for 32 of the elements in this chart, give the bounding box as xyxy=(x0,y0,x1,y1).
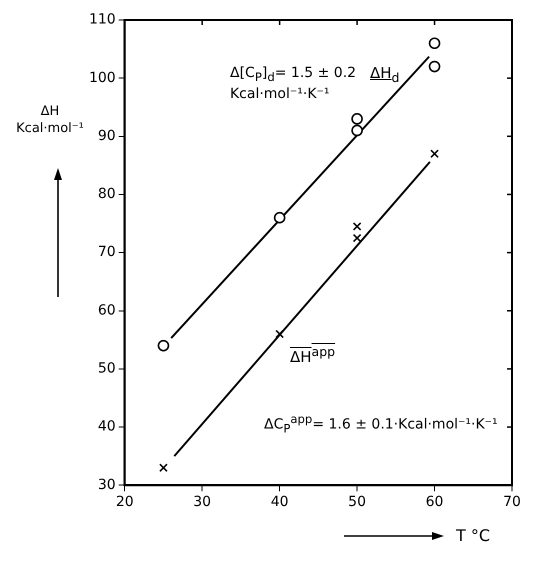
y-tick-label: 30 xyxy=(98,476,116,493)
y-tick-label: 90 xyxy=(98,128,116,144)
x-axis-title: T °C xyxy=(456,526,490,547)
point xyxy=(351,113,363,125)
point xyxy=(428,60,440,72)
text: ΔH$_{d}$ xyxy=(370,64,400,86)
point xyxy=(430,149,439,158)
point xyxy=(352,234,362,242)
point xyxy=(351,124,363,136)
x-tick-label: 70 xyxy=(503,494,521,510)
y-axis-title: ΔH Kcal·mol⁻¹ xyxy=(15,104,85,138)
x-tick-label: 30 xyxy=(193,494,212,510)
point xyxy=(158,340,170,352)
x-tick-label: 50 xyxy=(348,494,366,510)
point xyxy=(352,222,362,231)
y-tick-label: 100 xyxy=(88,70,116,86)
y-tick-label: 70 xyxy=(98,244,116,260)
annotation: ΔC$_{P}$$^{app}$= 1.6 ± 0.1·Kcal·mol⁻¹·K⁻¹ xyxy=(264,412,499,437)
y-tick-label: 60 xyxy=(98,302,116,318)
x-tick-label: 40 xyxy=(270,494,289,510)
y-tick-label: 50 xyxy=(98,360,116,377)
y-tick-label: 40 xyxy=(98,418,116,435)
y-tick-label: 80 xyxy=(98,186,116,202)
x-tick-label: 20 xyxy=(116,494,134,510)
x-tick-label: 60 xyxy=(426,494,444,510)
series-label: ΔH$^{app}$ xyxy=(290,344,336,368)
y-tick-label: 110 xyxy=(88,12,116,28)
point xyxy=(274,212,286,224)
point xyxy=(428,37,440,50)
point xyxy=(275,330,284,338)
point xyxy=(159,463,168,472)
annotation: Δ[C$_{P}$]$_{d}$= 1.5 ± 0.2 Kcal·mol⁻¹·K⁻¹ xyxy=(230,65,356,102)
